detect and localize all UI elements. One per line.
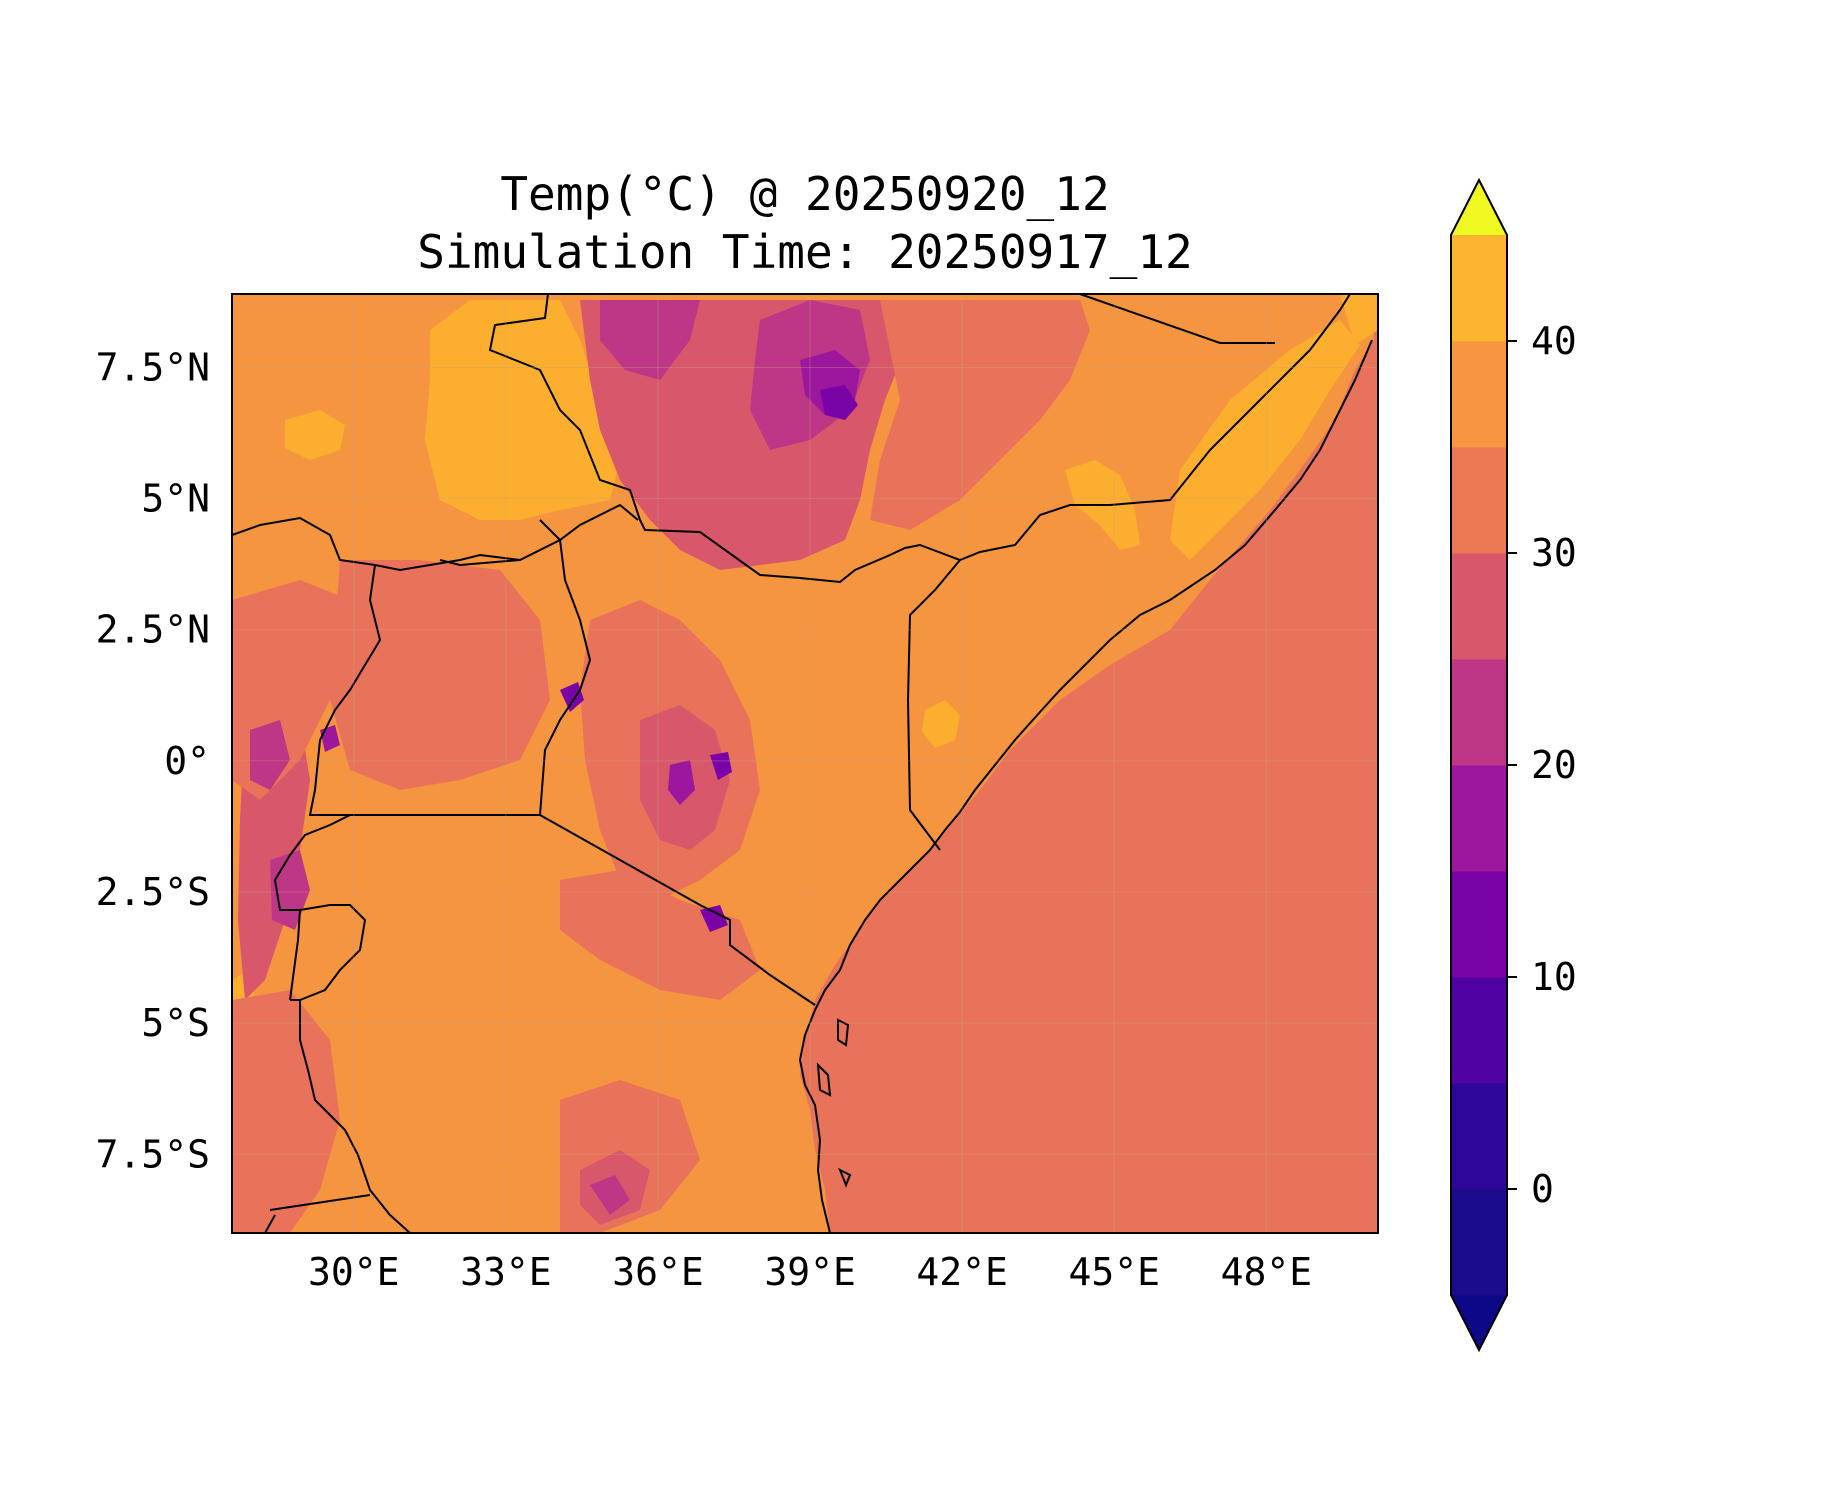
cold-region-ethiopia-4 — [820, 385, 858, 420]
colorbar-outline — [1450, 177, 1508, 1353]
map-grid — [232, 294, 1378, 1233]
border-somalia-north — [1079, 294, 1275, 344]
y-tick-label: 2.5°N — [96, 608, 210, 652]
border-uganda — [350, 519, 592, 816]
map-title-line1: Temp(°C) @ 20250920_12 — [500, 167, 1109, 221]
land-fill — [232, 294, 1374, 1233]
cold-region-kenya-2 — [710, 752, 732, 780]
border-sw-corner — [264, 1214, 276, 1233]
y-tick-label: 7.5°S — [96, 1132, 210, 1176]
y-axis-ticks: 7.5°N 5°N 2.5°N 0° 2.5°S 5°S 7.5°S — [96, 345, 210, 1176]
country-borders — [232, 294, 1373, 1233]
colorbar — [1450, 177, 1508, 1353]
warm-region-blob-west — [285, 410, 345, 460]
warm-region-djibouti — [1340, 294, 1378, 345]
cold-region-uganda — [560, 682, 584, 712]
border-south-sudan-ethiopia — [488, 294, 1351, 584]
colorbar-tick-label: 40 — [1531, 319, 1577, 363]
island-zanzibar — [816, 1062, 832, 1097]
island-mafia — [838, 1167, 852, 1188]
border-zambia-tanzania — [269, 1194, 371, 1211]
cold-region-ethiopia-1 — [600, 300, 700, 380]
x-axis-ticks: 30°E 33°E 36°E 39°E 42°E 45°E 48°E — [308, 1250, 1312, 1294]
y-tick-label: 5°S — [141, 1001, 210, 1045]
cold-region-kenya-1 — [668, 760, 695, 805]
colorbar-tick-label: 20 — [1531, 743, 1577, 787]
colorbar-segment — [1451, 1083, 1507, 1190]
cold-region-west-1 — [250, 720, 290, 790]
colorbar-segment — [1451, 765, 1507, 872]
colorbar-segment — [1451, 447, 1507, 554]
x-tick-label: 36°E — [612, 1250, 704, 1294]
x-tick-label: 33°E — [460, 1250, 552, 1294]
map-frame — [231, 293, 1379, 1234]
x-tick-label: 45°E — [1069, 1250, 1161, 1294]
colorbar-segment — [1451, 553, 1507, 660]
warm-region-somalia-north — [1170, 320, 1360, 560]
x-tick-label: 39°E — [764, 1250, 856, 1294]
colorbar-segment — [1451, 977, 1507, 1084]
warm-region-somalia-south — [922, 700, 960, 748]
x-tick-label: 42°E — [916, 1250, 1008, 1294]
x-tick-label: 30°E — [308, 1250, 400, 1294]
colorbar-segment — [1451, 871, 1507, 978]
x-tick-label: 48°E — [1221, 1250, 1313, 1294]
cool-region-tanzania-north — [560, 870, 760, 1000]
colorbar-ticks: 0 10 20 30 40 — [1507, 319, 1577, 1211]
cold-region-tanzania-sw — [590, 1175, 630, 1215]
colorbar-extend-min — [1451, 1295, 1507, 1350]
border-tanzania-west — [299, 1000, 411, 1233]
y-tick-label: 5°N — [141, 477, 210, 521]
colorbar-segment — [1451, 235, 1507, 342]
map-title-line2: Simulation Time: 20250917_12 — [417, 225, 1192, 279]
map-panel — [232, 294, 1378, 1233]
colorbar-extend-max — [1451, 180, 1507, 235]
colorbar-segment — [1451, 1189, 1507, 1296]
colorbar-tick-label: 0 — [1531, 1167, 1554, 1211]
y-tick-label: 0° — [164, 739, 210, 783]
island-pemba — [837, 1018, 850, 1047]
colorbar-segment — [1451, 341, 1507, 448]
border-burundi-drc — [289, 909, 301, 1001]
y-tick-label: 2.5°S — [96, 870, 210, 914]
warm-region-south-sudan — [425, 300, 620, 520]
cold-region-kilimanjaro — [700, 905, 728, 932]
colorbar-segment — [1451, 659, 1507, 766]
border-drc-uganda — [308, 564, 382, 816]
cool-region-ethiopia-east — [870, 300, 1090, 530]
coastline-east-africa — [798, 339, 1373, 1233]
border-kenya-somalia — [906, 559, 961, 851]
border-tanzania-kenya — [539, 814, 816, 1006]
colorbar-tick-label: 30 — [1531, 531, 1577, 575]
border-rwanda-burundi — [273, 814, 367, 1001]
cool-region-uganda — [330, 560, 550, 790]
colorbar-tick-label: 10 — [1531, 955, 1577, 999]
cool-region-lake-tanganyika — [232, 990, 340, 1233]
y-tick-label: 7.5°N — [96, 345, 210, 389]
